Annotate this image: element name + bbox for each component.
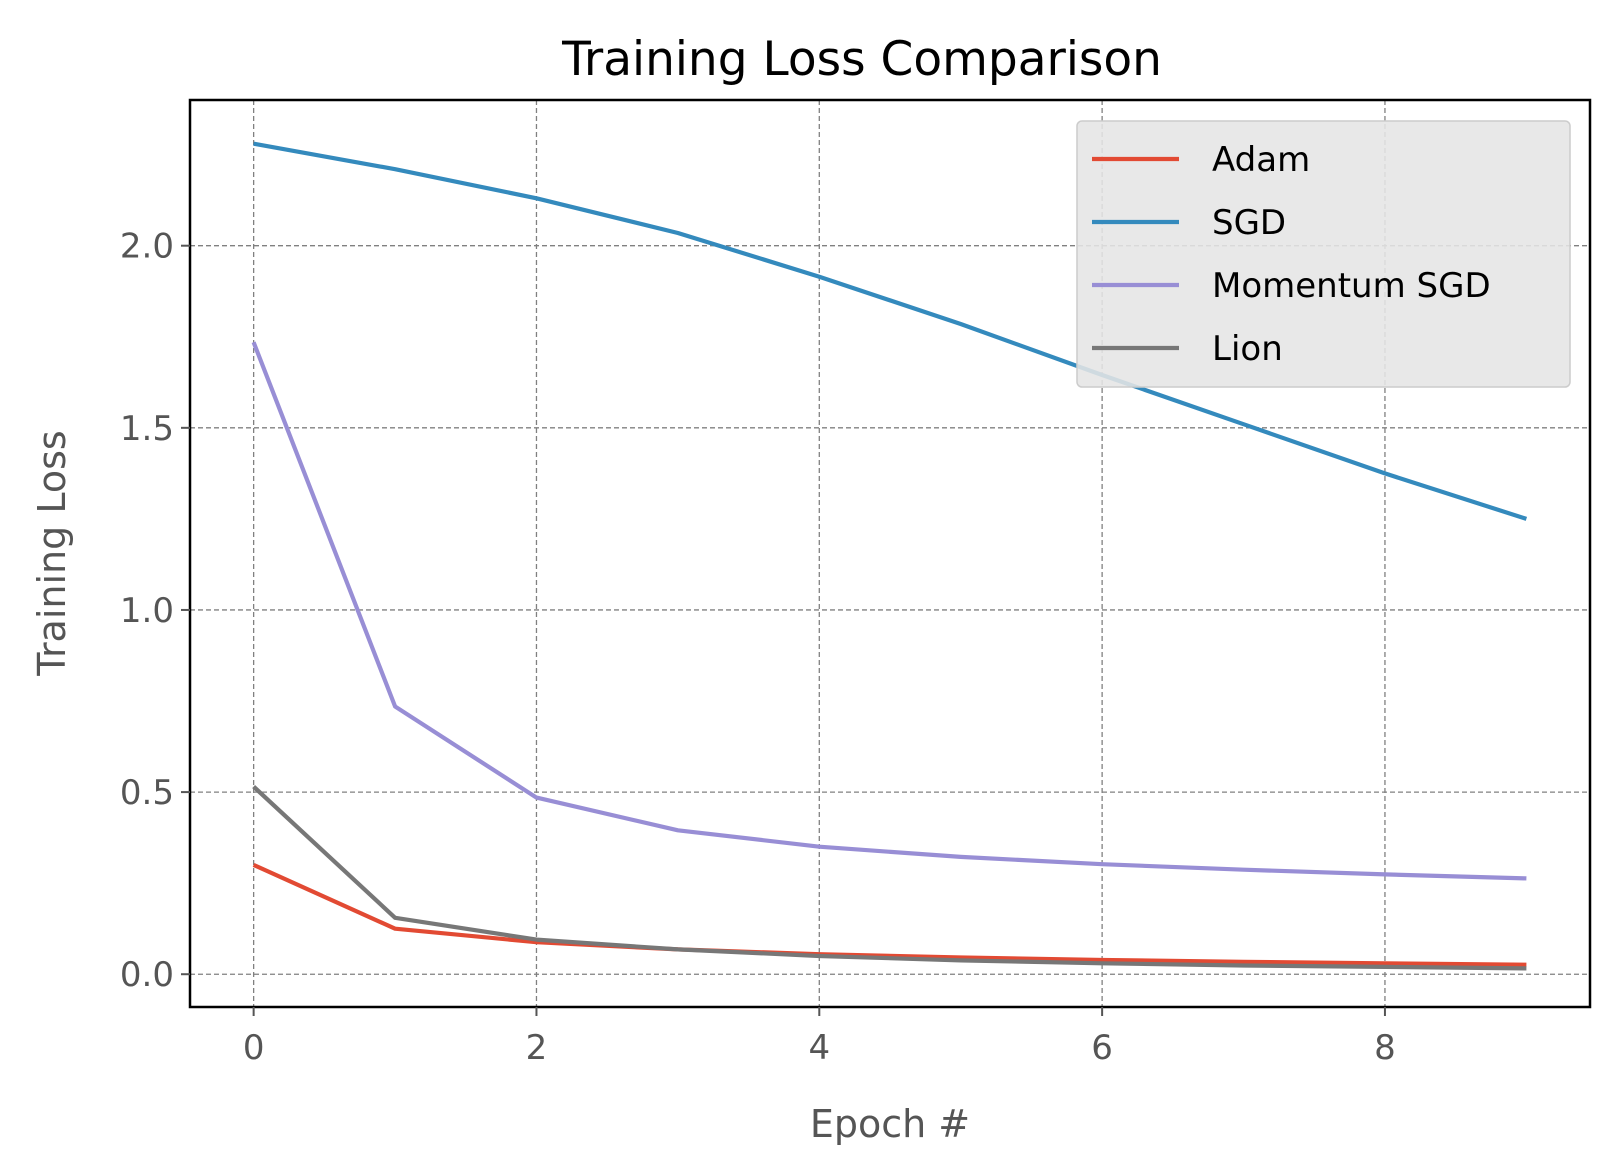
x-tick-label: 2 [526,1028,548,1068]
x-tick-label: 8 [1374,1028,1396,1068]
y-axis: 0.0 0.5 1.0 1.5 2.0 [120,227,190,995]
y-tick-label: 2.0 [120,227,174,267]
series-line-lion [252,785,1527,971]
y-tick-label: 1.0 [120,591,174,631]
series-lines [251,141,1528,971]
legend-label: Lion [1212,329,1283,369]
x-axis-label: Epoch # [810,1102,970,1146]
grid [190,100,1590,1007]
x-tick-label: 4 [808,1028,830,1068]
y-axis-label: Training Loss [30,430,74,676]
legend: Adam SGD Momentum SGD Lion [1076,120,1571,388]
x-axis: 0 2 4 6 8 [243,1007,1396,1068]
y-tick-label: 0.0 [120,955,174,995]
x-tick-label: 6 [1091,1028,1113,1068]
y-tick-label: 0.5 [120,773,174,813]
series-line-momentum-sgd [251,341,1527,881]
plot-frame [188,98,1592,1009]
y-tick-label: 1.5 [120,409,174,449]
series-line-sgd [253,141,1528,521]
legend-box [1076,120,1571,388]
series-line-adam [252,862,1527,967]
legend-label: Adam [1212,140,1310,180]
x-tick-label: 0 [243,1028,265,1068]
legend-label: Momentum SGD [1212,266,1491,306]
chart-title: Training Loss Comparison [561,32,1162,87]
legend-label: SGD [1212,203,1286,243]
